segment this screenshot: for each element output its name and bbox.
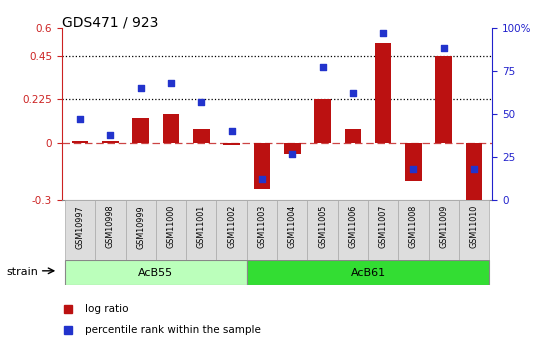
FancyBboxPatch shape: [156, 200, 186, 260]
Text: GDS471 / 923: GDS471 / 923: [62, 16, 158, 30]
Point: [167, 80, 175, 86]
FancyBboxPatch shape: [368, 200, 398, 260]
Text: GSM11002: GSM11002: [227, 205, 236, 248]
Bar: [102, 141, 119, 142]
Point: [318, 65, 327, 70]
Bar: [193, 129, 210, 142]
Text: GSM11007: GSM11007: [379, 205, 388, 248]
Bar: [253, 142, 270, 189]
Text: GSM10999: GSM10999: [136, 205, 145, 248]
Bar: [466, 142, 483, 210]
Point: [440, 46, 448, 51]
Bar: [284, 142, 301, 154]
FancyBboxPatch shape: [338, 200, 368, 260]
Bar: [223, 142, 240, 145]
FancyBboxPatch shape: [216, 200, 247, 260]
FancyBboxPatch shape: [186, 200, 216, 260]
FancyBboxPatch shape: [125, 200, 156, 260]
FancyBboxPatch shape: [277, 200, 307, 260]
FancyBboxPatch shape: [65, 200, 95, 260]
Text: GSM11005: GSM11005: [318, 205, 327, 248]
Point: [288, 151, 296, 156]
Text: strain: strain: [6, 267, 38, 277]
Text: GSM11006: GSM11006: [348, 205, 357, 248]
Bar: [132, 118, 149, 142]
Point: [409, 166, 418, 172]
Bar: [162, 114, 179, 142]
Point: [258, 177, 266, 182]
Bar: [375, 43, 392, 142]
Bar: [435, 56, 452, 142]
Point: [197, 99, 206, 105]
FancyBboxPatch shape: [459, 200, 489, 260]
Point: [470, 166, 478, 172]
Bar: [344, 129, 361, 142]
Point: [227, 128, 236, 134]
Point: [349, 90, 357, 96]
Text: GSM11010: GSM11010: [470, 205, 479, 248]
Text: GSM11003: GSM11003: [257, 205, 266, 248]
FancyBboxPatch shape: [65, 260, 247, 285]
FancyBboxPatch shape: [247, 200, 277, 260]
FancyBboxPatch shape: [307, 200, 338, 260]
FancyBboxPatch shape: [398, 200, 429, 260]
Text: GSM11008: GSM11008: [409, 205, 418, 248]
Text: AcB61: AcB61: [350, 268, 386, 277]
Point: [136, 85, 145, 91]
Point: [379, 30, 387, 36]
FancyBboxPatch shape: [247, 260, 489, 285]
Text: log ratio: log ratio: [84, 304, 128, 314]
Bar: [405, 142, 422, 181]
Text: GSM11001: GSM11001: [197, 205, 206, 248]
Text: GSM11009: GSM11009: [439, 205, 448, 248]
Bar: [72, 141, 88, 142]
FancyBboxPatch shape: [95, 200, 125, 260]
FancyBboxPatch shape: [429, 200, 459, 260]
Text: percentile rank within the sample: percentile rank within the sample: [84, 325, 260, 335]
Text: GSM11000: GSM11000: [166, 205, 175, 248]
Text: AcB55: AcB55: [138, 268, 173, 277]
Text: GSM11004: GSM11004: [288, 205, 297, 248]
Text: GSM10997: GSM10997: [75, 205, 84, 248]
Point: [76, 116, 84, 122]
Bar: [314, 99, 331, 142]
Point: [106, 132, 115, 137]
Text: GSM10998: GSM10998: [106, 205, 115, 248]
